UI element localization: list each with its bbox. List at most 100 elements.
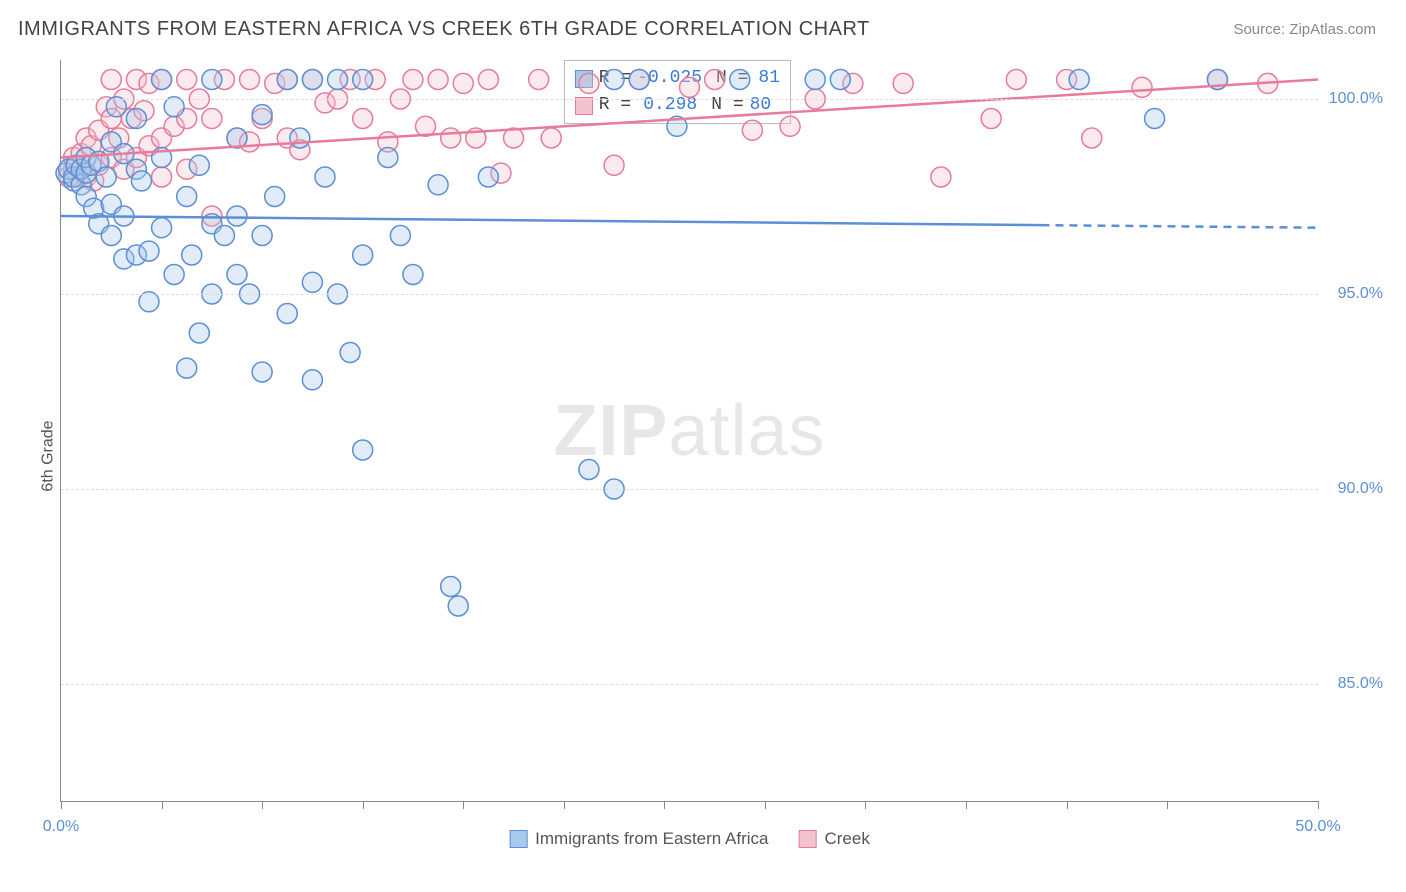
gridline-h (61, 99, 1318, 100)
data-point (152, 70, 172, 90)
data-point (730, 70, 750, 90)
data-point (705, 70, 725, 90)
legend-label-a: Immigrants from Eastern Africa (535, 829, 768, 849)
x-tick (61, 801, 62, 809)
data-point (214, 226, 234, 246)
data-point (441, 577, 461, 597)
data-point (403, 70, 423, 90)
data-point (830, 70, 850, 90)
x-tick (162, 801, 163, 809)
data-point (579, 73, 599, 93)
data-point (1006, 70, 1026, 90)
data-point (152, 167, 172, 187)
x-tick-label: 50.0% (1295, 818, 1340, 836)
y-tick-label: 95.0% (1338, 285, 1383, 303)
data-point (328, 70, 348, 90)
data-point (302, 370, 322, 390)
x-tick (564, 801, 565, 809)
data-point (1082, 128, 1102, 148)
x-tick (1318, 801, 1319, 809)
plot-area: ZIPatlas R = -0.025 N = 81 R = 0.298 N =… (60, 60, 1318, 802)
x-tick (1167, 801, 1168, 809)
x-tick (966, 801, 967, 809)
data-point (152, 218, 172, 238)
data-point (202, 70, 222, 90)
data-point (189, 155, 209, 175)
data-point (604, 70, 624, 90)
data-point (131, 171, 151, 191)
data-point (302, 70, 322, 90)
data-point (202, 109, 222, 129)
y-axis-label: 6th Grade (40, 420, 58, 491)
x-tick (765, 801, 766, 809)
data-point (1145, 109, 1165, 129)
data-point (126, 109, 146, 129)
data-point (139, 241, 159, 261)
chart-container: 6th Grade ZIPatlas R = -0.025 N = 81 R =… (18, 50, 1388, 862)
data-point (805, 70, 825, 90)
data-point (541, 128, 561, 148)
data-point (478, 167, 498, 187)
scatter-svg (61, 60, 1318, 801)
data-point (252, 105, 272, 125)
data-point (353, 245, 373, 265)
data-point (101, 70, 121, 90)
y-tick-label: 85.0% (1338, 675, 1383, 693)
data-point (315, 167, 335, 187)
data-point (981, 109, 1001, 129)
data-point (893, 73, 913, 93)
data-point (428, 175, 448, 195)
data-point (478, 70, 498, 90)
legend-label-b: Creek (824, 829, 869, 849)
data-point (742, 120, 762, 140)
chart-title: IMMIGRANTS FROM EASTERN AFRICA VS CREEK … (18, 18, 870, 41)
data-point (390, 226, 410, 246)
series-legend: Immigrants from Eastern Africa Creek (509, 829, 870, 849)
x-tick (262, 801, 263, 809)
data-point (340, 343, 360, 363)
data-point (378, 148, 398, 168)
x-tick (363, 801, 364, 809)
data-point (265, 187, 285, 207)
data-point (1132, 77, 1152, 97)
data-point (290, 128, 310, 148)
gridline-h (61, 294, 1318, 295)
data-point (629, 70, 649, 90)
legend-item-a: Immigrants from Eastern Africa (509, 829, 768, 849)
data-point (252, 226, 272, 246)
x-tick-label: 0.0% (43, 818, 79, 836)
data-point (96, 167, 116, 187)
data-point (428, 70, 448, 90)
data-point (403, 265, 423, 285)
data-point (177, 70, 197, 90)
data-point (189, 323, 209, 343)
data-point (302, 272, 322, 292)
data-point (227, 265, 247, 285)
x-tick (463, 801, 464, 809)
data-point (227, 206, 247, 226)
chart-header: IMMIGRANTS FROM EASTERN AFRICA VS CREEK … (0, 0, 1406, 51)
y-tick-label: 90.0% (1338, 480, 1383, 498)
data-point (1069, 70, 1089, 90)
legend-swatch-icon (798, 830, 816, 848)
data-point (448, 596, 468, 616)
data-point (240, 70, 260, 90)
data-point (680, 77, 700, 97)
data-point (353, 70, 373, 90)
data-point (780, 116, 800, 136)
data-point (182, 245, 202, 265)
data-point (441, 128, 461, 148)
data-point (277, 304, 297, 324)
gridline-h (61, 684, 1318, 685)
chart-source: Source: ZipAtlas.com (1233, 21, 1376, 38)
data-point (353, 440, 373, 460)
legend-item-b: Creek (798, 829, 869, 849)
data-point (252, 362, 272, 382)
data-point (277, 70, 297, 90)
data-point (177, 358, 197, 378)
x-tick (664, 801, 665, 809)
y-tick-label: 100.0% (1329, 90, 1383, 108)
data-point (604, 155, 624, 175)
x-tick (865, 801, 866, 809)
data-point (101, 226, 121, 246)
